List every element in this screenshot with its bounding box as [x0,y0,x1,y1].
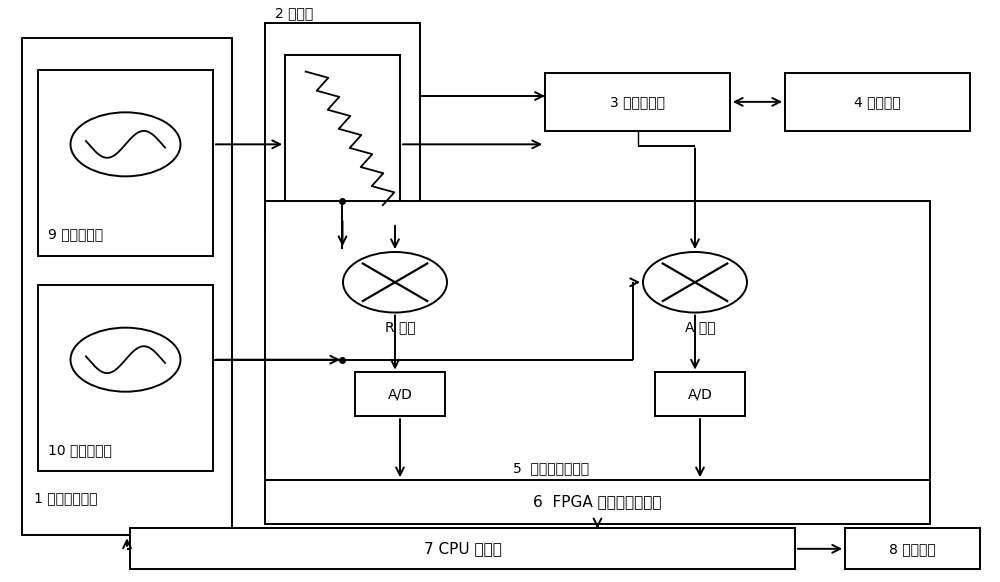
Text: 5  幅相接收机模块: 5 幅相接收机模块 [513,462,589,475]
Bar [38,70,213,256]
Bar [285,55,400,218]
Text: 9 激励信号源: 9 激励信号源 [48,228,103,242]
Bar [265,201,930,492]
Text: 1 信号合成模块: 1 信号合成模块 [34,491,98,505]
Text: 4 测试端口: 4 测试端口 [854,95,901,109]
Text: 7 CPU 控制器: 7 CPU 控制器 [424,541,501,556]
Text: 10 本振信号源: 10 本振信号源 [48,443,112,457]
Bar [545,73,730,131]
Text: 3 定向耦合器: 3 定向耦合器 [610,95,665,109]
Text: R 通道: R 通道 [385,320,415,334]
Bar [785,73,970,131]
Bar [355,372,445,416]
Bar [265,23,420,233]
Text: 8 通信接口: 8 通信接口 [889,542,936,556]
Bar [655,372,745,416]
Text: 6  FPGA 数字中频处理器: 6 FPGA 数字中频处理器 [533,495,662,509]
Text: 2 功分器: 2 功分器 [275,6,313,20]
Bar [845,528,980,569]
Bar [265,480,930,524]
Bar [22,38,232,535]
Bar [38,285,213,471]
Bar [130,528,795,569]
Text: A/D: A/D [388,387,412,402]
Text: A/D: A/D [688,387,712,402]
Text: A 通道: A 通道 [685,320,715,334]
